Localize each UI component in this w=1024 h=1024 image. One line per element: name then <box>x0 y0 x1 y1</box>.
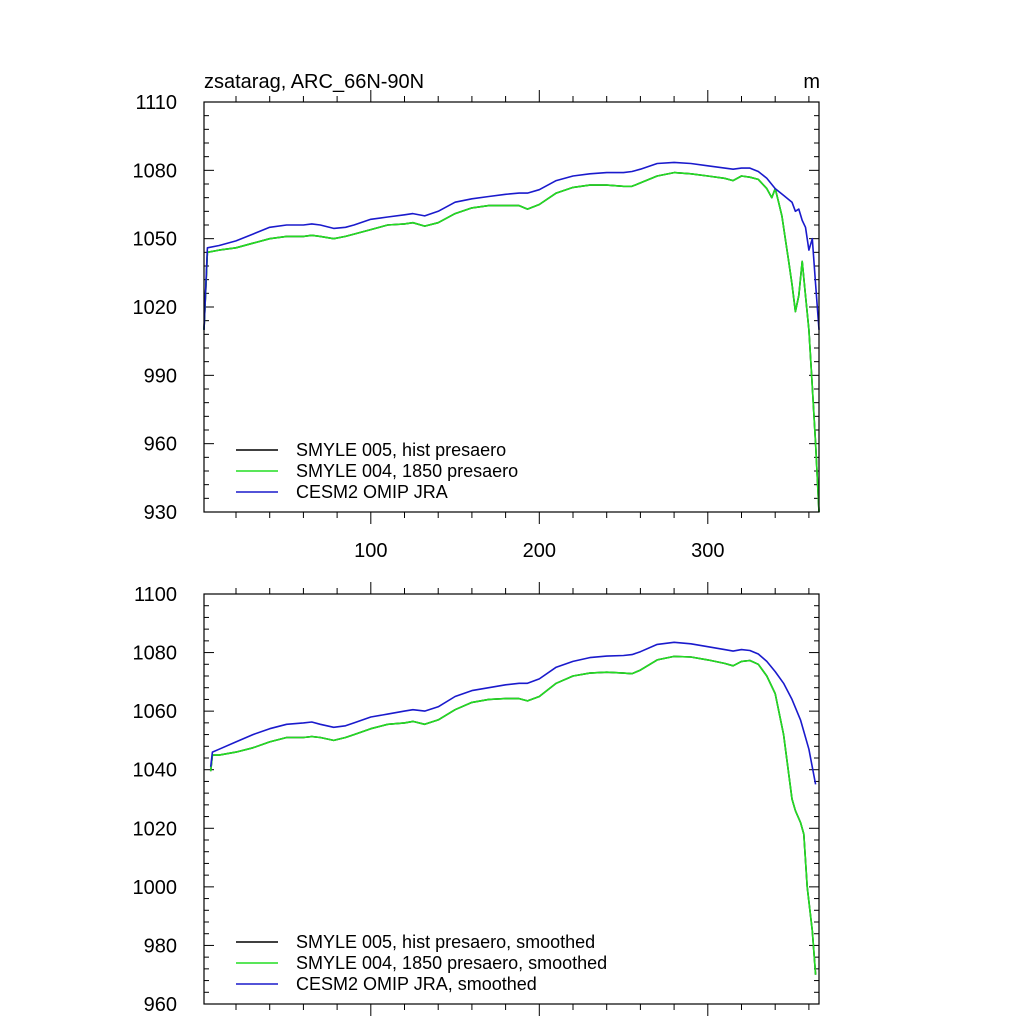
y-tick-label: 1080 <box>133 643 178 665</box>
y-tick-label: 1060 <box>133 701 178 723</box>
bottom-chart-panel: 960 980 1000 1020 1040 1060 1080 1100 SMYLE 005… <box>133 582 820 1016</box>
bottom-plot-lines <box>209 641 817 975</box>
top-chart-panel: zsatarag, ARC_66N-90N m 930 960 990 1020 105… <box>133 71 821 562</box>
y-tick-label: 980 <box>144 935 177 957</box>
legend-label-3: CESM2 OMIP JRA <box>296 482 448 502</box>
bottom-legend: SMYLE 005, hist presaero, smoothedSMYLE … <box>236 932 607 994</box>
y-tick-label: 1040 <box>133 760 178 782</box>
top-chart-title: zsatarag, ARC_66N-90N <box>204 71 424 93</box>
y-tick-label: 930 <box>144 502 177 524</box>
bottom-plot-frame <box>203 593 820 1005</box>
x-tick-label: 100 <box>354 540 387 562</box>
bottom-axes-ticks: 960 980 1000 1020 1040 1060 1080 1100 <box>133 582 819 1016</box>
y-tick-label: 990 <box>144 365 177 387</box>
series-line-3 <box>203 161 820 330</box>
legend-label-2: SMYLE 004, 1850 presaero, smoothed <box>296 953 607 973</box>
top-plot-frame <box>203 101 820 513</box>
y-tick-label: 1080 <box>133 160 178 182</box>
y-tick-label: 960 <box>144 434 177 456</box>
series-line-3 <box>209 641 817 785</box>
top-axes-ticks: 930 960 990 1020 1050 1080 1110 100 200 300 <box>133 90 819 562</box>
y-tick-label: 1020 <box>133 297 178 319</box>
top-chart-units: m <box>803 71 820 93</box>
y-tick-label: 1020 <box>133 818 178 840</box>
y-tick-label: 1110 <box>135 92 177 114</box>
y-tick-label: 1100 <box>134 584 177 606</box>
y-tick-label: 1050 <box>133 229 178 251</box>
legend-label-3: CESM2 OMIP JRA, smoothed <box>296 974 537 994</box>
x-tick-label: 200 <box>523 540 556 562</box>
legend-label-1: SMYLE 005, hist presaero, smoothed <box>296 932 595 952</box>
x-tick-label: 300 <box>691 540 724 562</box>
legend-label-1: SMYLE 005, hist presaero <box>296 440 506 460</box>
y-tick-label: 1000 <box>133 877 178 899</box>
series-line-1 <box>209 655 817 975</box>
top-plot-lines <box>203 161 820 513</box>
series-line-2 <box>209 655 817 975</box>
legend-label-2: SMYLE 004, 1850 presaero <box>296 461 518 481</box>
y-tick-label: 960 <box>144 994 177 1016</box>
series-line-2 <box>203 171 820 513</box>
